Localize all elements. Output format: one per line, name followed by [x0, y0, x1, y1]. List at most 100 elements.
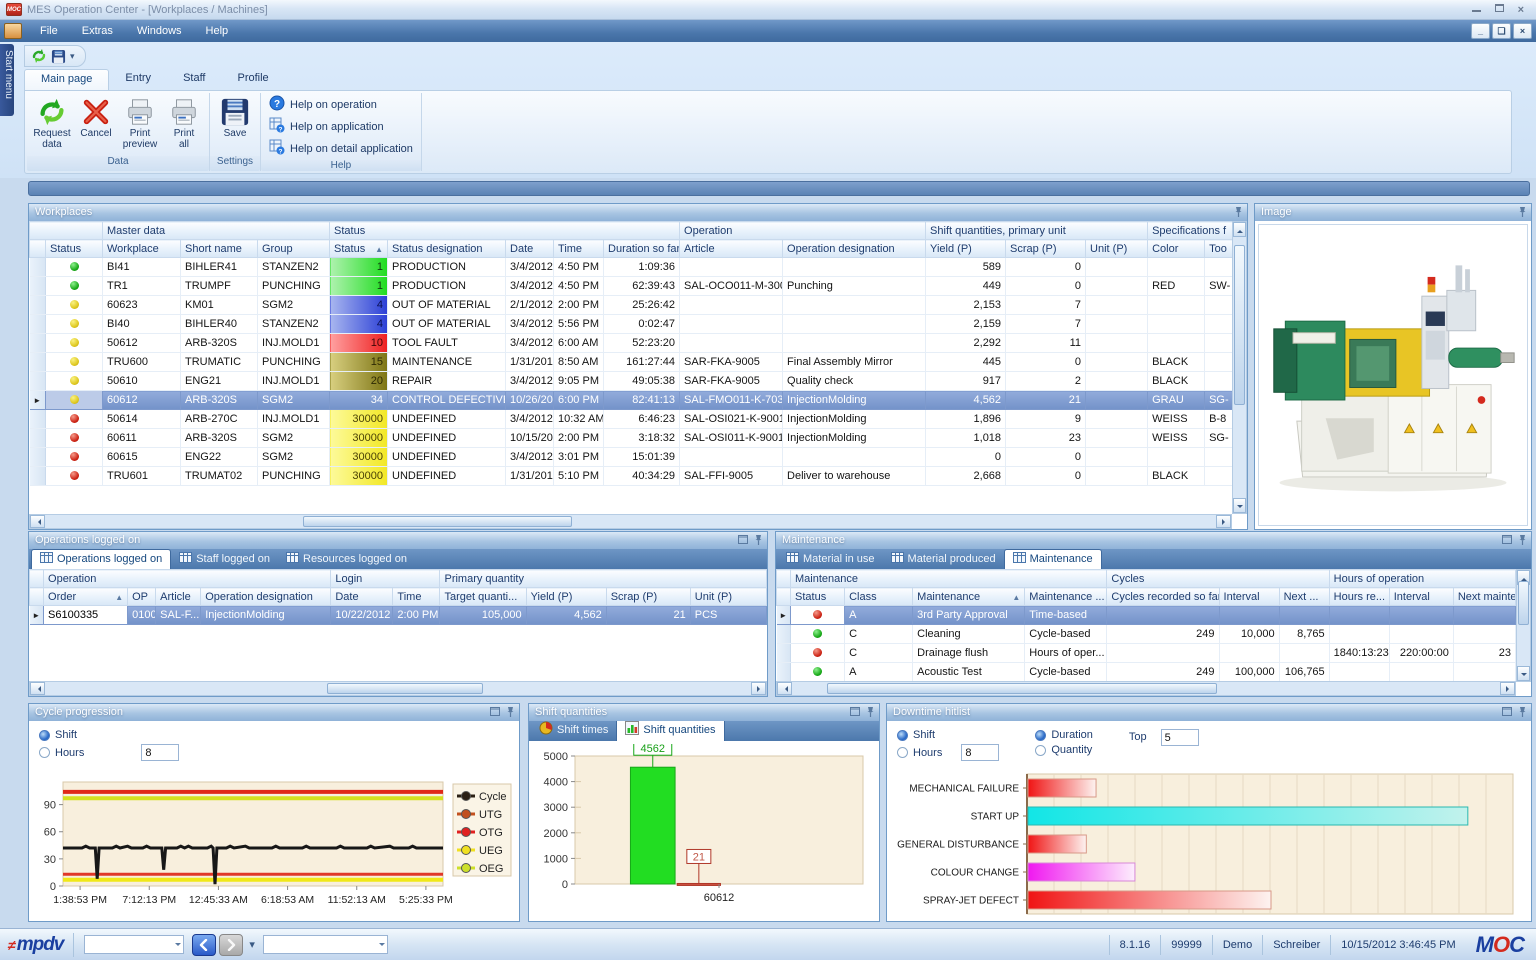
column-header-status-designation[interactable]: Status designation	[388, 240, 506, 258]
pin-icon[interactable]	[506, 706, 515, 717]
column-header-next-maintenan[interactable]: Next maintenan	[1453, 588, 1515, 606]
duration-radio[interactable]	[1035, 730, 1046, 741]
menu-item-help[interactable]: Help	[194, 23, 241, 39]
column-header-scrap-p-[interactable]: Scrap (P)	[1006, 240, 1086, 258]
scroll-left-button[interactable]	[30, 682, 45, 695]
column-header-workplace[interactable]: Workplace	[103, 240, 181, 258]
maintenance-horizontal-scrollbar[interactable]	[776, 681, 1516, 696]
maintenance-row[interactable]: AAcoustic TestCycle-based249100,000106,7…	[777, 663, 1516, 682]
column-header-article[interactable]: Article	[156, 588, 201, 606]
scroll-thumb[interactable]	[303, 516, 572, 527]
operations-tab-operations-logged-on[interactable]: Operations logged on	[31, 549, 171, 569]
workplace-row[interactable]: BI41BIHLER41STANZEN21PRODUCTION3/4/20124…	[30, 258, 1233, 277]
maintenance-tab-maintenance[interactable]: Maintenance	[1004, 549, 1102, 569]
column-header-op[interactable]: OP	[128, 588, 156, 606]
hours-radio[interactable]	[897, 747, 908, 758]
scroll-up-button[interactable]	[1233, 222, 1246, 237]
workplaces-horizontal-scrollbar[interactable]	[29, 514, 1232, 529]
menu-item-file[interactable]: File	[28, 23, 70, 39]
workplace-row[interactable]: 50610ENG21INJ.MOLD120REPAIR3/4/20129:05 …	[30, 372, 1233, 391]
refresh-icon[interactable]	[31, 48, 47, 64]
column-header-color[interactable]: Color	[1148, 240, 1205, 258]
ribbon-button-help-on-operation[interactable]: ?Help on operation	[269, 95, 413, 114]
start-menu-tab[interactable]: Start menu	[0, 44, 14, 116]
workplace-row[interactable]: TRU600TRUMATICPUNCHING15MAINTENANCE1/31/…	[30, 353, 1233, 372]
pin-icon[interactable]	[866, 706, 875, 717]
mdi-minimize-button[interactable]: _	[1471, 23, 1490, 39]
close-icon[interactable]: ×	[1518, 4, 1524, 16]
menu-item-extras[interactable]: Extras	[70, 23, 125, 39]
column-header-too[interactable]: Too	[1205, 240, 1232, 258]
column-header-operation-designation[interactable]: Operation designation	[783, 240, 926, 258]
scroll-right-button[interactable]	[751, 682, 766, 695]
column-header-maintenance-[interactable]: Maintenance ...	[1025, 588, 1107, 606]
column-header-unit-p-[interactable]: Unit (P)	[1086, 240, 1148, 258]
workplace-row[interactable]: 50614ARB-270CINJ.MOLD130000UNDEFINED3/4/…	[30, 410, 1233, 429]
pin-icon[interactable]	[1518, 206, 1527, 217]
minimize-icon[interactable]	[1472, 4, 1481, 12]
column-header-date[interactable]: Date	[331, 588, 393, 606]
ribbon-tab-main-page[interactable]: Main page	[24, 69, 109, 90]
ribbon-button-print-all[interactable]: Printall	[163, 95, 205, 150]
ribbon-button-save[interactable]: Save	[214, 95, 256, 150]
operations-tab-staff-logged-on[interactable]: Staff logged on	[171, 550, 278, 569]
column-header-short-name[interactable]: Short name	[181, 240, 258, 258]
pin-icon[interactable]	[1234, 206, 1243, 217]
column-header-duration-so-far[interactable]: Duration so far	[604, 240, 680, 258]
mdi-close-button[interactable]: ×	[1513, 23, 1532, 39]
scroll-thumb[interactable]	[327, 683, 482, 694]
column-header-order[interactable]: Order▲	[44, 588, 128, 606]
column-header-status[interactable]: Status▲	[330, 240, 388, 258]
ribbon-button-request-data[interactable]: Requestdata	[31, 95, 73, 150]
maintenance-row[interactable]: CCleaningCycle-based24910,0008,765	[777, 625, 1516, 644]
forward-button[interactable]	[219, 934, 243, 956]
scroll-down-button[interactable]	[1233, 498, 1246, 513]
menu-item-windows[interactable]: Windows	[125, 23, 194, 39]
column-header-yield-p-[interactable]: Yield (P)	[926, 240, 1006, 258]
column-header-interval[interactable]: Interval	[1389, 588, 1453, 606]
quantity-radio[interactable]	[1035, 745, 1046, 756]
ribbon-tab-profile[interactable]: Profile	[222, 69, 285, 90]
nav-options-icon[interactable]: ▾	[249, 938, 255, 951]
workplaces-vertical-scrollbar[interactable]	[1232, 221, 1247, 514]
operation-row[interactable]: ►S61003350100SAL-F...InjectionMolding10/…	[30, 606, 767, 625]
workplace-row[interactable]: 60623KM01SGM24OUT OF MATERIAL2/1/20122:0…	[30, 296, 1233, 315]
workplace-row[interactable]: ►60612ARB-320SSGM234CONTROL DEFECTIVE10/…	[30, 391, 1233, 410]
workplace-row[interactable]: BI40BIHLER40STANZEN24OUT OF MATERIAL3/4/…	[30, 315, 1233, 334]
column-header-date[interactable]: Date	[506, 240, 554, 258]
operations-tab-resources-logged-on[interactable]: Resources logged on	[278, 550, 415, 569]
maximize-panel-icon[interactable]	[1502, 535, 1512, 544]
toolbar-options-icon[interactable]: ▾	[70, 51, 75, 62]
column-header-next-[interactable]: Next ...	[1279, 588, 1329, 606]
scroll-right-button[interactable]	[1216, 515, 1231, 528]
ribbon-tab-entry[interactable]: Entry	[109, 69, 167, 90]
maintenance-tab-material-produced[interactable]: Material produced	[883, 550, 1004, 569]
column-header-interval[interactable]: Interval	[1219, 588, 1279, 606]
scroll-right-button[interactable]	[1500, 682, 1515, 695]
shift-tab-shift-times[interactable]: Shift times	[531, 719, 616, 741]
pin-icon[interactable]	[1518, 706, 1527, 717]
column-header-status[interactable]: Status	[791, 588, 845, 606]
column-header-maintenance[interactable]: Maintenance▲	[913, 588, 1025, 606]
maintenance-vertical-scrollbar[interactable]	[1516, 569, 1531, 682]
maintenance-row[interactable]: ►A3rd Party ApprovalTime-based	[777, 606, 1516, 625]
column-header-operation-designation[interactable]: Operation designation	[201, 588, 331, 606]
column-header-unit-p-[interactable]: Unit (P)	[690, 588, 766, 606]
workplace-row[interactable]: 60611ARB-320SSGM230000UNDEFINED10/15/201…	[30, 429, 1233, 448]
maintenance-tab-material-in-use[interactable]: Material in use	[778, 550, 883, 569]
maximize-panel-icon[interactable]	[1502, 707, 1512, 716]
ribbon-button-help-on-detail-application[interactable]: ?Help on detail application	[269, 139, 413, 158]
operations-horizontal-scrollbar[interactable]	[29, 681, 767, 696]
hours-radio[interactable]	[39, 747, 50, 758]
column-header-group[interactable]: Group	[258, 240, 330, 258]
column-header-article[interactable]: Article	[680, 240, 783, 258]
ribbon-tab-staff[interactable]: Staff	[167, 69, 221, 90]
shift-radio[interactable]	[39, 730, 50, 741]
ribbon-button-print-preview[interactable]: Printpreview	[119, 95, 161, 150]
maximize-icon[interactable]	[1495, 4, 1504, 12]
hours-input[interactable]	[961, 744, 999, 761]
scroll-thumb[interactable]	[1518, 581, 1529, 625]
navigation-combo-2[interactable]	[263, 935, 388, 954]
pin-icon[interactable]	[1518, 534, 1527, 545]
workplace-row[interactable]: TR1TRUMPFPUNCHING1PRODUCTION3/4/20124:50…	[30, 277, 1233, 296]
